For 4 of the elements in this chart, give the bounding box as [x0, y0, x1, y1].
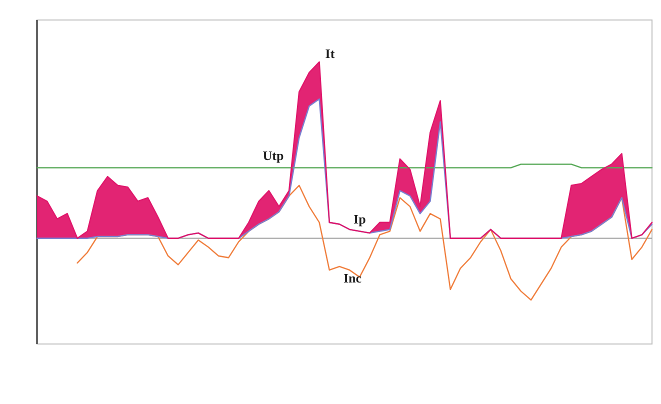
- series-label: Inc: [343, 270, 362, 286]
- series-label: Utp: [262, 148, 284, 163]
- series-label: It: [325, 46, 336, 61]
- series-label: Ip: [354, 211, 366, 226]
